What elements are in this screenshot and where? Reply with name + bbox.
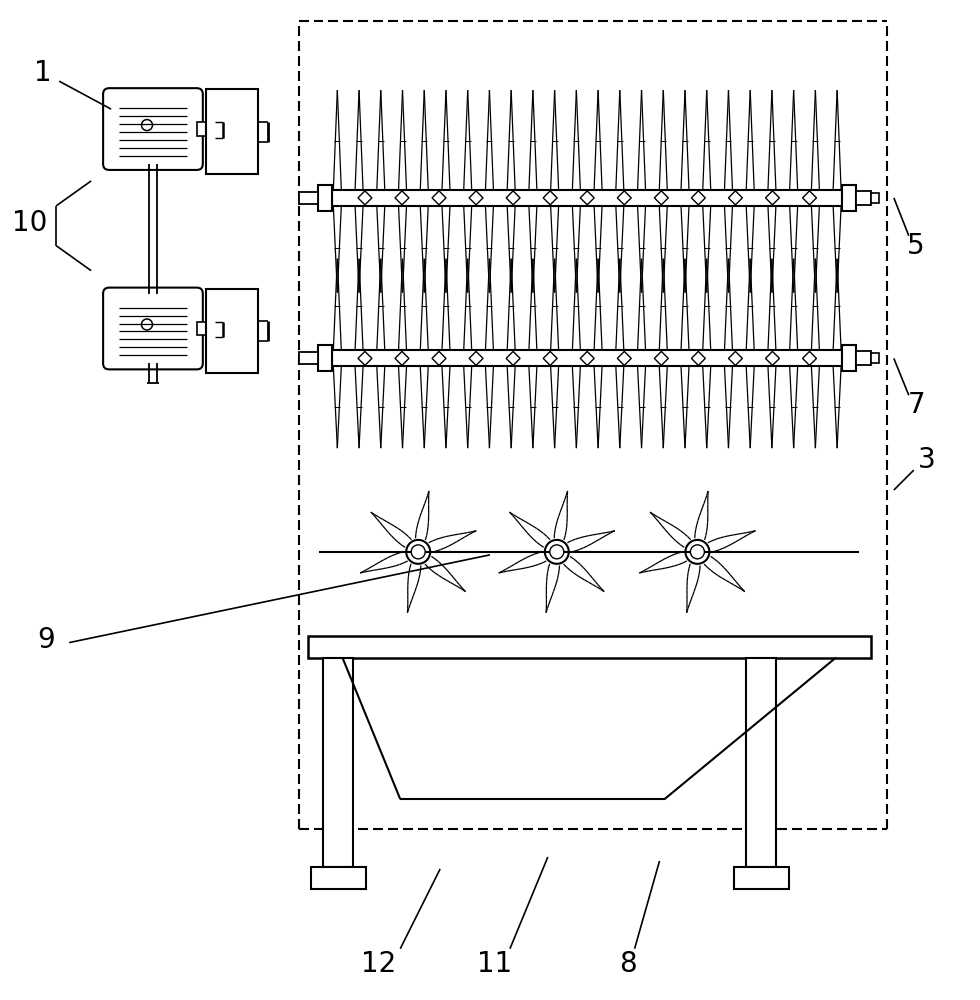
Circle shape	[550, 545, 564, 559]
Text: 3: 3	[918, 446, 936, 474]
Text: 9: 9	[37, 626, 55, 654]
Text: 7: 7	[908, 391, 925, 419]
Bar	[299, 192, 318, 204]
Circle shape	[691, 545, 705, 559]
Text: 1: 1	[34, 59, 52, 87]
Bar	[206, 89, 258, 174]
Bar	[856, 191, 871, 205]
Circle shape	[412, 545, 425, 559]
Bar	[734, 867, 789, 889]
Text: 10: 10	[12, 209, 47, 237]
Bar	[323, 658, 354, 867]
Bar	[311, 867, 366, 889]
Bar	[856, 351, 871, 365]
Bar	[842, 345, 856, 371]
Bar	[318, 345, 332, 371]
Bar	[871, 353, 879, 363]
Bar	[197, 322, 215, 335]
Text: 8: 8	[618, 950, 636, 978]
FancyBboxPatch shape	[103, 288, 203, 369]
Text: 11: 11	[477, 950, 513, 978]
FancyBboxPatch shape	[103, 88, 203, 170]
Text: 12: 12	[361, 950, 396, 978]
Text: 5: 5	[906, 232, 924, 260]
Bar	[332, 350, 842, 366]
Bar	[332, 190, 842, 206]
Bar	[747, 658, 776, 867]
Bar	[871, 193, 879, 203]
Bar	[206, 289, 258, 373]
Bar	[197, 122, 215, 136]
Bar	[299, 352, 318, 364]
Bar	[842, 185, 856, 211]
Bar	[308, 636, 871, 658]
Bar	[318, 185, 332, 211]
